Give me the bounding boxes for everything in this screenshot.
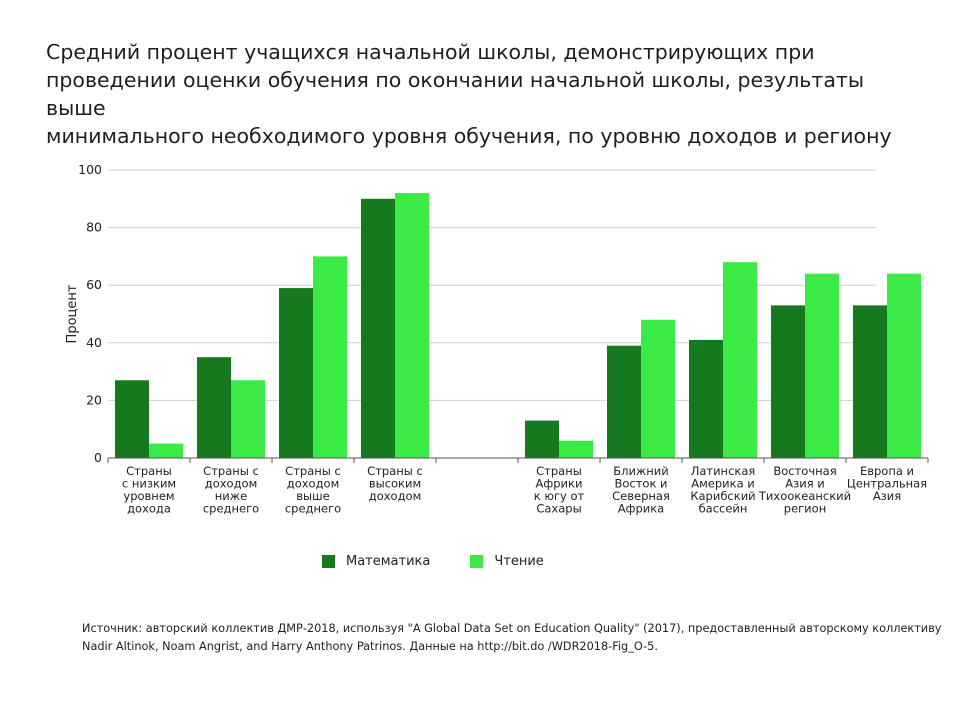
bar-math [361,198,395,459]
bar-math [197,357,231,458]
x-tick-label: Страны Африки к югу от Сахары [534,464,585,516]
legend-label-reading: Чтение [494,554,544,569]
bar-reading [149,443,183,458]
x-tick-label: Страны с доходом выше среднего [285,464,341,516]
source-note: Источник: авторский коллектив ДМР-2018, … [82,620,942,656]
legend-item-reading: Чтение [470,554,544,569]
bar-reading [805,273,839,458]
x-tick-label: Латинская Америка и Карибский бассейн [690,464,755,516]
source-line-1: Источник: авторский коллектив ДМР-2018, … [82,622,942,635]
x-tick-label: Ближний Восток и Северная Африка [612,464,670,516]
legend-item-math: Математика [322,554,430,569]
y-axis-label: Процент [65,284,80,343]
bar-math [607,345,641,458]
bar-math [279,288,313,458]
x-tick-label: Европа и Центральная Азия [847,464,927,503]
y-tick-label: 80 [86,220,102,235]
bar-math [853,305,887,458]
y-tick-label: 0 [94,450,102,465]
x-tick-label: Страны с низким уровнем дохода [122,464,176,516]
x-tick-label: Восточная Азия и Тихоокеанский регион [758,464,851,516]
chart-legend: Математика Чтение [322,554,584,569]
bar-math [771,305,805,458]
chart-title: Средний процент учащихся начальной школы… [46,40,892,148]
bar-math [525,420,559,458]
legend-swatch-reading [470,555,484,568]
legend-swatch-math [322,555,335,568]
bar-reading [313,256,347,458]
bar-reading [723,262,757,458]
x-tick-label: Страны с высоким доходом [367,464,423,503]
legend-label-math: Математика [346,554,431,569]
bar-math [689,339,723,458]
y-tick-label: 60 [86,277,102,292]
bar-math [115,380,149,458]
y-tick-label: 20 [86,392,102,407]
source-line-2: Nadir Altinok, Noam Angrist, and Harry A… [82,640,658,653]
x-tick-label: Страны с доходом ниже среднего [203,464,259,516]
bar-reading [231,380,265,458]
bar-reading [641,319,675,458]
y-tick-label: 40 [86,335,102,350]
bar-reading [395,193,429,459]
y-tick-label: 100 [78,162,102,177]
bar-reading [559,440,593,458]
bar-reading [887,273,921,458]
